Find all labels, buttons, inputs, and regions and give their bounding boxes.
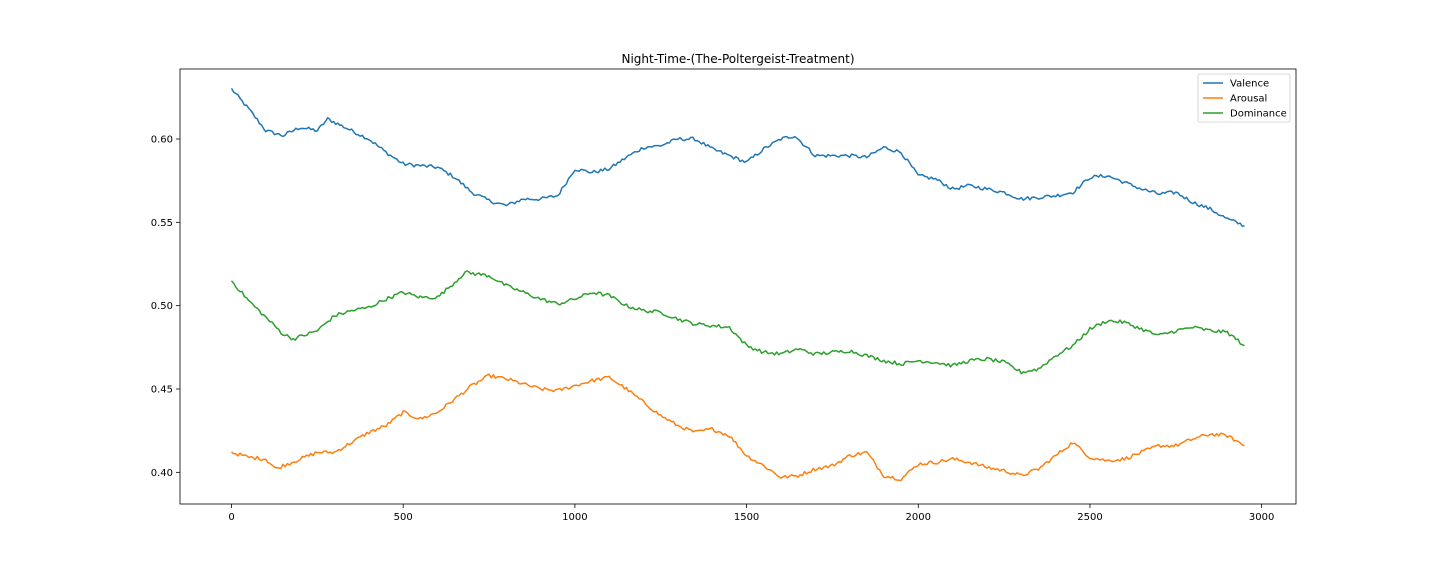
series-line-dominance bbox=[230, 270, 1245, 375]
y-tick-label: 0.50 bbox=[151, 301, 173, 312]
series-line-arousal bbox=[231, 373, 1245, 482]
x-tick-label: 1000 bbox=[562, 512, 587, 523]
y-tick-label: 0.55 bbox=[151, 218, 173, 229]
x-tick-label: 0 bbox=[228, 512, 234, 523]
legend-label-valence: Valence bbox=[1230, 79, 1269, 90]
legend-box bbox=[1197, 73, 1291, 123]
legend-label-arousal: Arousal bbox=[1230, 94, 1267, 105]
x-tick-label: 1500 bbox=[734, 512, 759, 523]
series-line-valence bbox=[230, 88, 1245, 228]
y-tick-label: 0.45 bbox=[151, 385, 173, 396]
x-axis: 0 500 1000 1500 2000 2500 3000 bbox=[228, 504, 1274, 523]
legend: Valence Arousal Dominance bbox=[1197, 73, 1291, 123]
y-tick-label: 0.40 bbox=[151, 468, 173, 479]
y-tick-label: 0.60 bbox=[151, 135, 173, 146]
x-tick-label: 500 bbox=[394, 512, 413, 523]
x-tick-label: 2500 bbox=[1077, 512, 1102, 523]
y-axis: 0.40 0.45 0.50 0.55 0.60 bbox=[151, 135, 180, 479]
chart-title: Night-Time-(The-Poltergeist-Treatment) bbox=[621, 52, 854, 66]
x-tick-label: 2000 bbox=[906, 512, 931, 523]
x-tick-label: 3000 bbox=[1249, 512, 1274, 523]
legend-label-dominance: Dominance bbox=[1230, 109, 1287, 120]
series-layer bbox=[230, 88, 1245, 482]
plot-frame bbox=[179, 68, 1297, 505]
